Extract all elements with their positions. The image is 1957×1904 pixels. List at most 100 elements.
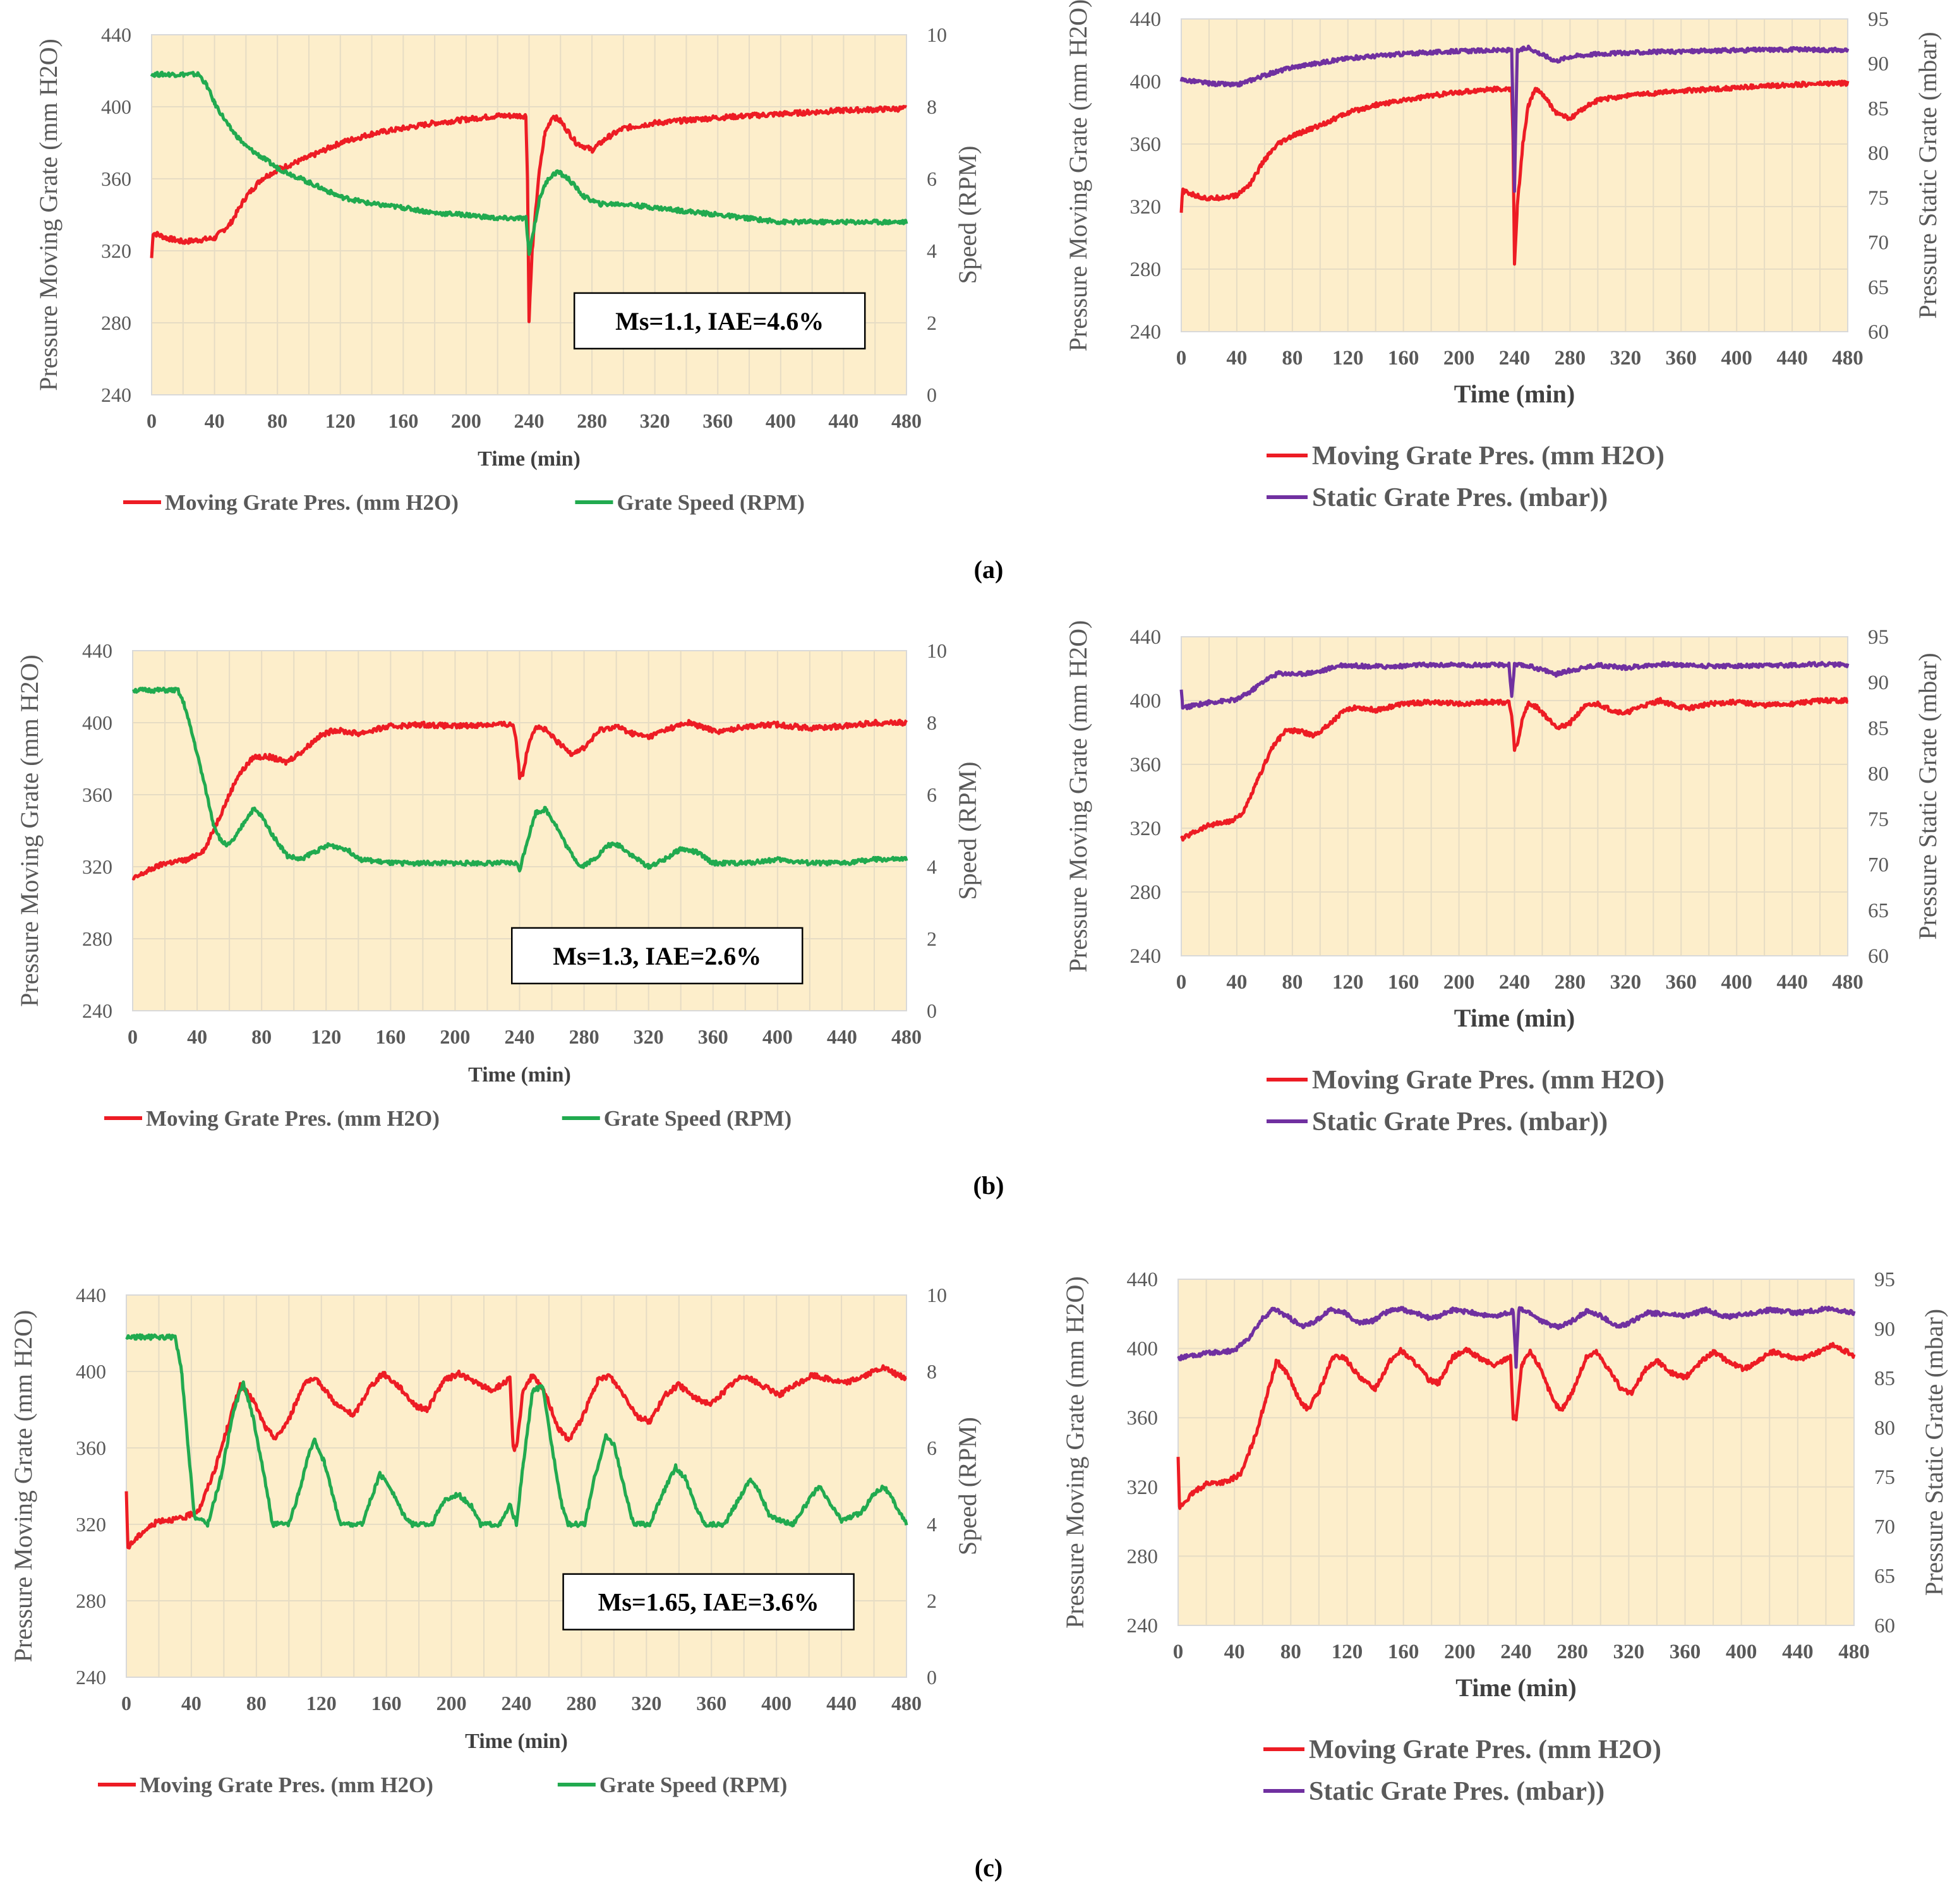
x-tick-label: 320	[634, 1025, 664, 1048]
x-tick-label: 360	[696, 1692, 726, 1714]
x-tick-label: 480	[1838, 1641, 1870, 1663]
x-tick-label: 400	[1726, 1641, 1757, 1663]
y-tick-label: 400	[1127, 1338, 1159, 1361]
series-line-static-grate	[1177, 1305, 1856, 1369]
y2-tick-label: 90	[1868, 53, 1889, 76]
y2-tick-label: 2	[927, 1589, 937, 1612]
x-tick-label: 120	[1332, 971, 1364, 994]
series-line-static-grate	[1179, 661, 1850, 711]
panel-caption: (c)	[975, 1853, 1003, 1882]
x-tick-label: 360	[698, 1025, 728, 1048]
x-tick-label: 440	[828, 409, 858, 432]
x-tick-label: 80	[1282, 347, 1303, 370]
y-tick-label: 440	[101, 23, 131, 46]
x-tick-label: 440	[1776, 347, 1808, 370]
series-line-moving-grate	[150, 105, 907, 323]
legend-label-static-grate: Static Grate Pres. (mbar))	[1312, 483, 1608, 512]
y-tick-label: 440	[1130, 626, 1162, 649]
y-tick-label: 320	[82, 855, 112, 878]
x-tick-label: 480	[891, 409, 922, 432]
x-tick-label: 400	[766, 409, 796, 432]
x-tick-label: 280	[569, 1025, 599, 1048]
x-tick-label: 160	[1388, 1641, 1419, 1663]
y2-tick-label: 70	[1868, 232, 1889, 255]
y-tick-label: 240	[1127, 1615, 1159, 1637]
x-tick-label: 0	[121, 1692, 131, 1714]
x-tick-label: 0	[128, 1025, 138, 1048]
y2-tick-label: 65	[1868, 276, 1889, 299]
x-tick-label: 160	[388, 409, 418, 432]
legend: Moving Grate Pres. (mm H2O) Grate Speed (…	[104, 1106, 792, 1131]
y2-tick-label: 4	[927, 1513, 937, 1536]
x-tick-label: 240	[1500, 1641, 1532, 1663]
x-tick-label: 0	[147, 409, 157, 432]
x-tick-label: 480	[1832, 347, 1864, 370]
x-axis-title: Time (min)	[1455, 1673, 1576, 1702]
y2-tick-label: 60	[1868, 321, 1889, 344]
y-tick-label: 440	[76, 1284, 106, 1306]
y-tick-label: 440	[1130, 8, 1162, 31]
x-tick-label: 160	[375, 1025, 406, 1048]
x-tick-label: 40	[1226, 347, 1247, 370]
annotation-text: Ms=1.3, IAE=2.6%	[553, 942, 761, 970]
y2-axis-title: Speed (RPM)	[953, 1417, 982, 1555]
x-tick-label: 120	[1332, 347, 1364, 370]
legend-label-moving-grate: Moving Grate Pres. (mm H2O)	[1312, 1066, 1665, 1095]
x-axis-title: Time (min)	[1454, 380, 1575, 408]
annotation-frame	[573, 292, 866, 350]
y2-tick-label: 2	[927, 927, 937, 950]
annotation-box: Ms=1.65, IAE=3.6%	[562, 1573, 855, 1630]
y-tick-label: 400	[1130, 690, 1162, 713]
y2-tick-label: 6	[927, 1437, 937, 1459]
y-tick-label: 400	[101, 95, 131, 118]
x-axis-title: Time (min)	[468, 1063, 571, 1087]
x-tick-label: 320	[1610, 971, 1642, 994]
x-axis-title: Time (min)	[1454, 1004, 1575, 1032]
panel-caption: (b)	[973, 1171, 1004, 1200]
y-tick-label: 320	[76, 1513, 106, 1536]
y-tick-label: 400	[1130, 71, 1162, 93]
y2-tick-label: 75	[1868, 187, 1889, 210]
y2-tick-label: 90	[1874, 1318, 1895, 1341]
x-tick-label: 160	[1388, 347, 1419, 370]
annotation-box: Ms=1.1, IAE=4.6%	[573, 292, 866, 350]
y2-tick-label: 6	[927, 167, 937, 190]
x-tick-label: 240	[1499, 347, 1531, 370]
y2-tick-label: 90	[1868, 672, 1889, 694]
x-tick-label: 440	[827, 1025, 857, 1048]
y2-tick-label: 65	[1868, 900, 1889, 922]
x-tick-label: 80	[246, 1692, 267, 1714]
x-tick-label: 280	[1555, 971, 1586, 994]
series-line-grate-speed	[125, 1333, 908, 1528]
x-tick-label: 480	[891, 1692, 922, 1714]
chart-b-left: 0 40 80 120 160 200 240 280 320 360 400 440 48024028…	[15, 639, 982, 1131]
x-tick-label: 80	[267, 409, 287, 432]
legend-label-static-grate: Static Grate Pres. (mbar))	[1312, 1107, 1608, 1136]
x-tick-label: 200	[440, 1025, 470, 1048]
legend-label-grate-speed: Grate Speed (RPM)	[599, 1773, 787, 1797]
x-tick-label: 320	[1610, 347, 1642, 370]
legend-label-moving-grate: Moving Grate Pres. (mm H2O)	[165, 490, 459, 515]
x-tick-label: 360	[1666, 347, 1697, 370]
x-tick-label: 320	[631, 1692, 661, 1714]
x-tick-label: 360	[1670, 1641, 1701, 1663]
x-tick-label: 440	[1782, 1641, 1814, 1663]
y-axis-title: Pressure Moving Grate (mm H2O)	[34, 39, 63, 391]
x-tick-label: 360	[702, 409, 733, 432]
chart-c-right: 0 40 80 120 160 200 240 280 320 360 400 440 480 240 28…	[1061, 1268, 1948, 1806]
y-tick-label: 240	[76, 1666, 106, 1689]
y-axis-title: Pressure Moving Grate (mm H2O)	[1064, 620, 1092, 973]
x-tick-label: 80	[1282, 971, 1303, 994]
x-tick-label: 40	[1224, 1641, 1245, 1663]
y2-tick-label: 85	[1868, 717, 1889, 740]
y2-tick-label: 6	[927, 783, 937, 806]
x-tick-label: 120	[325, 409, 356, 432]
chart-b-right: 0 40 80 120 160 200 240 280 320 360 400 440 480 240 28…	[1064, 620, 1942, 1136]
y-tick-label: 240	[82, 999, 112, 1022]
y2-tick-label: 70	[1874, 1515, 1895, 1538]
x-tick-label: 200	[1444, 1641, 1476, 1663]
y-tick-label: 280	[101, 311, 131, 334]
x-tick-label: 40	[181, 1692, 202, 1714]
y2-axis-title: Speed (RPM)	[953, 146, 982, 284]
